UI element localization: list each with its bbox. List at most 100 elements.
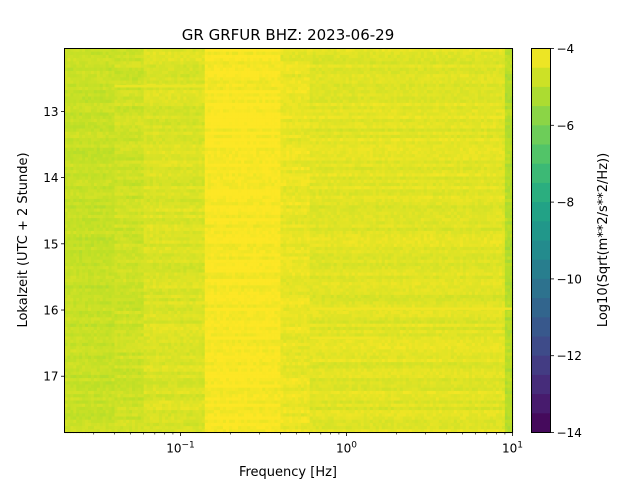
heatmap-cell bbox=[93, 310, 98, 315]
heatmap-cell bbox=[99, 310, 104, 315]
heatmap-cell bbox=[82, 371, 86, 376]
heatmap-cell bbox=[99, 429, 104, 434]
heatmap-cell bbox=[90, 278, 95, 283]
heatmap-cell bbox=[82, 138, 86, 142]
heatmap-cell bbox=[67, 413, 71, 418]
heatmap-cell bbox=[82, 202, 86, 206]
heatmap-cell bbox=[73, 323, 77, 328]
heatmap-cell bbox=[96, 349, 101, 354]
heatmap-cell bbox=[70, 218, 74, 222]
heatmap-cell bbox=[67, 125, 71, 130]
heatmap-cell bbox=[64, 282, 69, 286]
heatmap-cell bbox=[64, 157, 69, 162]
heatmap-cell bbox=[102, 106, 107, 110]
heatmap-cell bbox=[99, 419, 104, 424]
heatmap-cell bbox=[70, 339, 74, 344]
heatmap-cell bbox=[79, 176, 83, 181]
heatmap-cell bbox=[64, 144, 69, 149]
heatmap-cell bbox=[82, 326, 86, 331]
heatmap-cell bbox=[73, 230, 77, 235]
heatmap-cell bbox=[70, 240, 74, 245]
heatmap-cell bbox=[79, 112, 83, 117]
heatmap-cell bbox=[99, 192, 104, 197]
heatmap-cell bbox=[93, 384, 98, 389]
heatmap-cell bbox=[96, 269, 101, 274]
heatmap-cell bbox=[70, 67, 74, 72]
heatmap-cell bbox=[96, 416, 101, 421]
heatmap-cell bbox=[88, 192, 92, 197]
heatmap-cell bbox=[79, 86, 83, 91]
heatmap-cell bbox=[79, 166, 83, 171]
heatmap-cell bbox=[70, 118, 74, 123]
heatmap-cell bbox=[70, 346, 74, 350]
heatmap-cell bbox=[93, 205, 98, 210]
heatmap-cell bbox=[85, 160, 89, 165]
heatmap-cell bbox=[64, 173, 69, 178]
heatmap-cell bbox=[96, 80, 101, 85]
heatmap-cell bbox=[102, 141, 107, 146]
heatmap-cell bbox=[76, 253, 80, 258]
heatmap-cell bbox=[76, 419, 80, 424]
heatmap-cell bbox=[88, 122, 92, 126]
heatmap-cell bbox=[96, 288, 101, 293]
heatmap-cell bbox=[99, 269, 104, 274]
heatmap-cell bbox=[64, 285, 69, 290]
heatmap-cell bbox=[99, 240, 104, 245]
heatmap-cell bbox=[73, 310, 77, 315]
heatmap-cell bbox=[67, 288, 71, 293]
heatmap-cell bbox=[64, 368, 69, 373]
heatmap-cell bbox=[99, 138, 104, 142]
heatmap-cell bbox=[85, 80, 89, 85]
heatmap-cell bbox=[70, 109, 74, 114]
heatmap-cell bbox=[93, 170, 98, 174]
heatmap-cell bbox=[64, 54, 69, 59]
heatmap-cell bbox=[90, 371, 95, 376]
heatmap-cell bbox=[73, 211, 77, 216]
heatmap-cell bbox=[85, 272, 89, 277]
heatmap-cell bbox=[79, 342, 83, 347]
heatmap-cell bbox=[70, 58, 74, 62]
heatmap-cell bbox=[99, 394, 104, 398]
heatmap-cell bbox=[96, 179, 101, 184]
heatmap-cell bbox=[64, 170, 69, 174]
heatmap-cell bbox=[85, 326, 89, 331]
heatmap-cell bbox=[73, 352, 77, 357]
heatmap-cell bbox=[82, 179, 86, 184]
heatmap-cell bbox=[93, 115, 98, 120]
heatmap-cell bbox=[88, 342, 92, 347]
heatmap-cell bbox=[85, 362, 89, 366]
heatmap-cell bbox=[93, 317, 98, 322]
heatmap-cell bbox=[85, 221, 89, 226]
heatmap-cell bbox=[67, 214, 71, 219]
heatmap-cell bbox=[99, 387, 104, 392]
heatmap-cell bbox=[79, 419, 83, 424]
heatmap-cell bbox=[79, 208, 83, 213]
heatmap-cell bbox=[93, 106, 98, 110]
heatmap-cell bbox=[102, 61, 107, 66]
heatmap-cell bbox=[88, 282, 92, 286]
heatmap-cell bbox=[70, 80, 74, 85]
heatmap-cell bbox=[79, 115, 83, 120]
heatmap-cell bbox=[88, 93, 92, 98]
heatmap-cell bbox=[64, 115, 69, 120]
heatmap-cell bbox=[82, 86, 86, 91]
heatmap-cell bbox=[85, 189, 89, 194]
heatmap-cell bbox=[99, 259, 104, 264]
heatmap-cell bbox=[76, 230, 80, 235]
heatmap-cell bbox=[88, 317, 92, 322]
heatmap-cell bbox=[76, 157, 80, 162]
heatmap-cell bbox=[99, 346, 104, 350]
heatmap-cell bbox=[76, 115, 80, 120]
heatmap-cell bbox=[79, 90, 83, 94]
heatmap-cell bbox=[67, 362, 71, 366]
heatmap-cell bbox=[79, 355, 83, 360]
heatmap-cell bbox=[85, 118, 89, 123]
heatmap-cell bbox=[90, 282, 95, 286]
heatmap-cell bbox=[96, 240, 101, 245]
heatmap-cell bbox=[82, 214, 86, 219]
heatmap-cell bbox=[93, 179, 98, 184]
heatmap-cell bbox=[73, 339, 77, 344]
heatmap-cell bbox=[82, 422, 86, 427]
heatmap-cell bbox=[70, 192, 74, 197]
heatmap-cell bbox=[76, 109, 80, 114]
